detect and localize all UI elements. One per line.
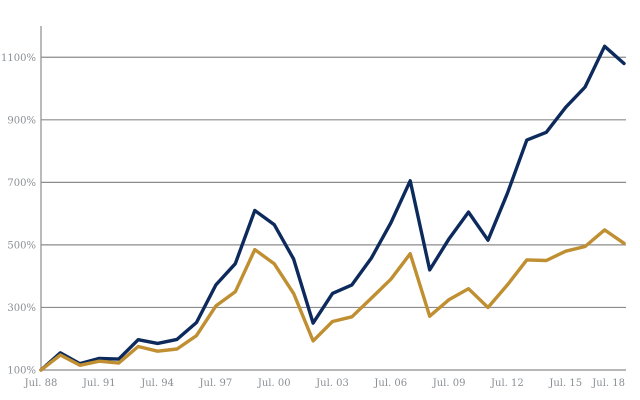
- x-tick-label: Jul. 06: [373, 378, 407, 389]
- series-layer: [39, 44, 626, 372]
- x-tick-label: Jul. 94: [140, 378, 174, 389]
- axis-layer: [40, 26, 626, 371]
- x-tick-label: Jul. 18: [591, 378, 625, 389]
- y-tick-label: 900%: [7, 115, 36, 126]
- x-tick-label: Jul. 97: [199, 378, 233, 389]
- tick-label-layer: 100% 300% 500% 700% 900% 1100% Jul. 88 Jul. 91 J…: [1, 53, 625, 389]
- x-tick-label: Jul. 15: [548, 378, 582, 389]
- x-tick-label: Jul. 09: [432, 378, 466, 389]
- series-line-1: [39, 44, 626, 372]
- x-tick-label: Jul. 03: [315, 378, 349, 389]
- y-tick-label: 1100%: [1, 53, 36, 64]
- grid-layer: [41, 56, 626, 309]
- y-tick-label: 700%: [7, 178, 36, 189]
- y-tick-label: 100%: [7, 366, 36, 377]
- y-tick-label: 300%: [7, 303, 36, 314]
- x-tick-label: Jul. 00: [257, 378, 291, 389]
- x-tick-label: Jul. 91: [82, 378, 116, 389]
- x-tick-label: Jul. 12: [490, 378, 524, 389]
- y-tick-label: 500%: [7, 240, 36, 251]
- series-line-2: [39, 228, 626, 372]
- x-tick-label: Jul. 88: [24, 378, 58, 389]
